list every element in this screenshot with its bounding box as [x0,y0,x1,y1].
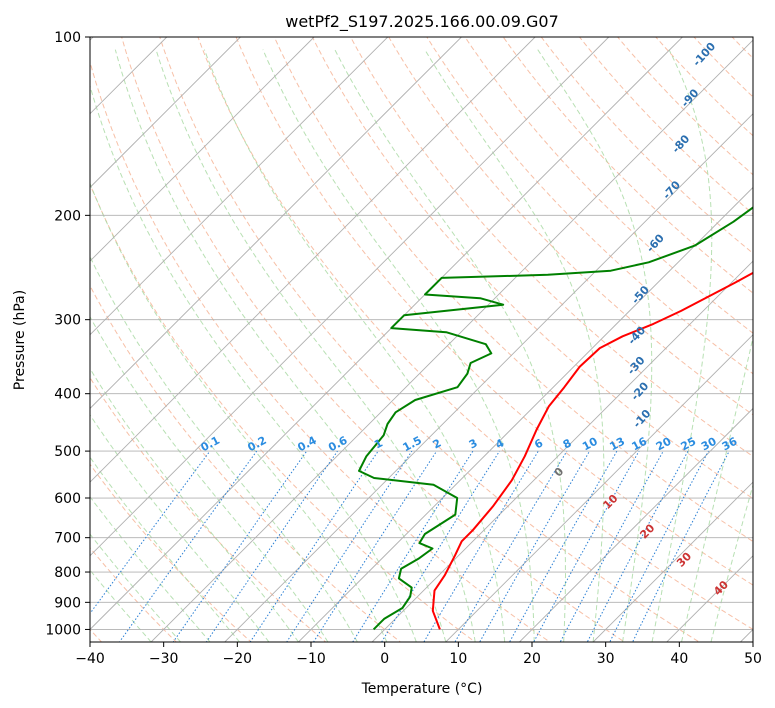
x-axis: −40 −30 −20 −10 0 10 20 30 40 50 [75,642,762,667]
moist-adiabat [155,49,476,642]
y-tick-label: 1000 [45,622,81,638]
mixing-ratio-line [352,450,474,642]
mixing-ratio-line [312,450,438,642]
mixing-ratio-label: 10 [580,435,600,454]
mixing-ratio-line [423,450,539,642]
isotherm [150,39,753,642]
x-tick-label: 50 [744,651,762,667]
y-tick-label: 700 [54,531,81,547]
y-tick-label: 100 [54,30,81,46]
temperature-profile [431,271,753,630]
moist-adiabat [90,255,358,642]
mixing-ratio-line [90,450,211,615]
isotherm [90,37,241,189]
mixing-ratio-label: 20 [654,435,674,454]
moist-adiabat [334,49,566,642]
mixing-ratio-line [381,450,500,642]
moist-adiabat [424,49,605,642]
series-layer [358,206,753,631]
y-axis-label: Pressure (hPa) [12,290,28,390]
x-tick-label: 20 [523,651,541,667]
mixing-ratio-label: 25 [679,435,699,454]
plot-frame [89,36,754,643]
plot-background [90,37,753,642]
x-tick-label: 10 [449,651,467,667]
dry-adiabat [311,37,753,500]
x-tick-label: −40 [75,651,105,667]
moist-adiabat [651,49,713,642]
isotherm [90,37,683,631]
moist-adiabat [710,483,753,642]
y-tick-label: 900 [54,595,81,611]
dry-adiabat [90,376,327,642]
mixing-ratio-label: 36 [720,435,740,454]
isotherm [298,186,753,642]
isotherm [371,260,753,642]
moist-adiabat [90,84,417,642]
mixing-ratio-line [454,450,568,642]
y-tick-label: 800 [54,565,81,581]
isotherm [90,37,389,336]
dry-adiabat [616,37,753,176]
isotherm [90,37,610,557]
dry-adiabat [235,37,753,586]
x-tick-label: 0 [380,651,389,667]
moist-adiabat [203,49,506,642]
y-tick-label: 600 [54,491,81,507]
isotherm [592,481,753,642]
mixing-ratio-line [586,450,689,642]
moist-adiabat [681,334,753,642]
dry-adiabat [159,37,701,642]
dry-adiabat [121,37,626,642]
dry-adiabat [388,37,753,416]
x-tick-label: −20 [223,651,253,667]
moist-adiabat [90,315,329,642]
y-tick-label: 200 [54,208,81,224]
isotherm [90,37,315,262]
mixing-ratio-label: 16 [630,435,650,454]
mixing-ratio-line [172,450,308,642]
mixing-ratio-line [509,450,618,642]
x-tick-label: 30 [597,651,615,667]
isotherm [519,407,753,642]
mixing-ratio-label: 13 [607,435,627,454]
dry-adiabat [464,37,753,334]
y-tick-label: 500 [54,444,81,460]
dry-adiabat [90,463,252,642]
dewpoint-profile [358,206,753,631]
dry-adiabat [540,37,753,254]
y-tick-label: 300 [54,313,81,329]
dry-adiabat [90,60,551,642]
background-lines [90,26,775,654]
mixing-ratio-line [609,450,709,642]
moist-adiabat [537,49,653,642]
moist-adiabat [262,49,535,642]
chart-title: wetPf2_S197.2025.166.00.09.G07 [285,12,559,32]
dry-adiabat [760,26,775,654]
mixing-ratio-label: 30 [699,435,719,454]
x-tick-label: −10 [296,651,326,667]
x-tick-label: −30 [149,651,179,667]
x-tick-label: 40 [670,651,688,667]
x-axis-label: Temperature (°C) [361,681,483,697]
isotherm [224,113,753,642]
dry-adiabat [90,284,402,642]
mixing-ratio-line [249,450,379,642]
y-axis: 100 200 300 400 500 600 700 800 900 1000 [45,30,90,638]
isotherm [90,37,536,483]
y-tick-label: 400 [54,387,81,403]
mixing-ratio-line [205,450,338,642]
isotherm [90,37,462,410]
dry-adiabat [90,182,476,642]
isotherm [445,334,753,642]
mixing-ratio-line [479,450,591,642]
dry-adiabat [426,37,753,375]
dry-adiabat [350,37,753,457]
mixing-ratio-line [632,450,730,642]
mixing-ratio-line [286,450,413,642]
